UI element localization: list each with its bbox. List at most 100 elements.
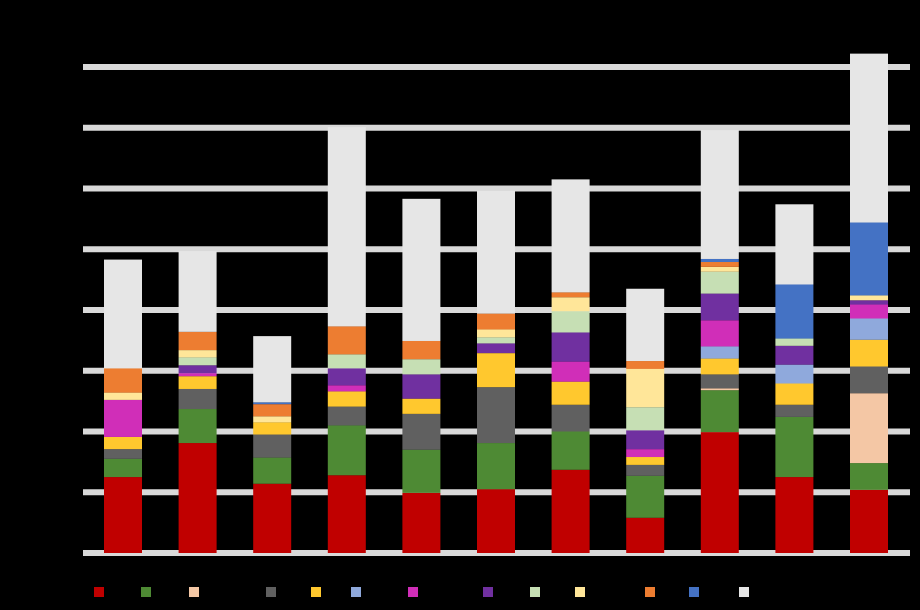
bar-segment [551, 381, 590, 405]
bar-segment [327, 127, 366, 327]
bar-segment [551, 361, 590, 382]
bar-segment [104, 477, 142, 553]
bar-segment [850, 489, 888, 553]
bar-segment [477, 343, 515, 354]
legend-swatch [739, 587, 749, 597]
bar-segment [850, 339, 888, 367]
bar-segment [178, 376, 217, 389]
legend-swatch [141, 587, 151, 597]
bar-segment [327, 385, 366, 392]
bar-segment [104, 259, 142, 369]
bar-segment [700, 130, 739, 259]
bar-segment [104, 392, 142, 400]
bar-segment [477, 337, 515, 344]
bar-segment [402, 340, 441, 360]
bar-segment [626, 368, 665, 408]
bar-segment [700, 266, 739, 272]
bar-segment [402, 374, 441, 399]
bar-segment [700, 271, 739, 294]
legend-swatch [189, 587, 199, 597]
bar-segment [327, 368, 366, 386]
bar-segment [626, 475, 665, 518]
bar-segment [700, 320, 739, 347]
bar-segment [700, 432, 739, 553]
bar-segment [477, 353, 515, 388]
bar-segment [850, 366, 888, 394]
bar-segment [775, 383, 814, 405]
bar-segment [551, 292, 590, 298]
bar-segment [253, 457, 292, 484]
legend-swatch [530, 587, 540, 597]
legend-swatch [645, 587, 655, 597]
bar-segment [178, 365, 217, 374]
legend-swatch [408, 587, 418, 597]
bar-segment [327, 391, 366, 407]
bar-segment [626, 457, 665, 465]
bar-segment [178, 409, 217, 444]
bar-segment [626, 288, 665, 362]
bar-segment [700, 258, 739, 263]
bar-segment [253, 434, 292, 458]
bar-segment [104, 458, 142, 478]
bar-segment [402, 198, 441, 341]
bar-segment [477, 489, 515, 553]
legend-swatch [351, 587, 361, 597]
bar-segment [775, 345, 814, 365]
bar-segment [626, 517, 665, 553]
bar-segment [775, 416, 814, 478]
bar-segment [850, 222, 888, 296]
bar-segment [551, 332, 590, 362]
bar-segment [775, 404, 814, 417]
bar-segment [775, 284, 814, 339]
legend-swatch [689, 587, 699, 597]
bar-segment [775, 364, 814, 384]
bar-segment [327, 326, 366, 355]
legend-swatch [483, 587, 493, 597]
bar-segment [775, 204, 814, 285]
bar-segment [178, 331, 217, 351]
bar-segment [477, 329, 515, 338]
bar-segment [626, 464, 665, 476]
bar-segment [253, 336, 292, 403]
bar-segment [253, 422, 292, 435]
bar-segment [327, 475, 366, 553]
bar-segment [253, 416, 292, 423]
bar-segment [775, 477, 814, 553]
bar-segment [551, 431, 590, 470]
bar-segment [850, 53, 888, 223]
bar-segment [700, 388, 739, 391]
legend-swatch [311, 587, 321, 597]
bar-segment [477, 190, 515, 314]
legend-swatch [266, 587, 276, 597]
bar-segment [850, 300, 888, 305]
bar-segment [178, 350, 217, 358]
bar-segment [402, 413, 441, 450]
bar-segment [327, 354, 366, 369]
bar-segment [178, 388, 217, 410]
bar-segment [551, 404, 590, 432]
bar-segment [104, 368, 142, 393]
bar-segment [700, 358, 739, 375]
bar-segment [104, 436, 142, 450]
bar-segment [178, 373, 217, 377]
bar-segment [178, 357, 217, 366]
bar-segment [104, 399, 142, 437]
bar-segment [626, 407, 665, 431]
bar-segment [327, 425, 366, 476]
bar-segment [253, 483, 292, 553]
bar-segment [850, 318, 888, 340]
bar-segment [700, 262, 739, 267]
bar-segment [626, 361, 665, 369]
bar-segment [850, 295, 888, 301]
bar-segment [551, 469, 590, 553]
bar-segment [477, 313, 515, 330]
bar-segment [775, 338, 814, 346]
bar-segment [253, 404, 292, 417]
bar-segment [700, 390, 739, 433]
bar-segment [700, 374, 739, 389]
bar-segment [402, 449, 441, 493]
bar-segment [104, 449, 142, 459]
